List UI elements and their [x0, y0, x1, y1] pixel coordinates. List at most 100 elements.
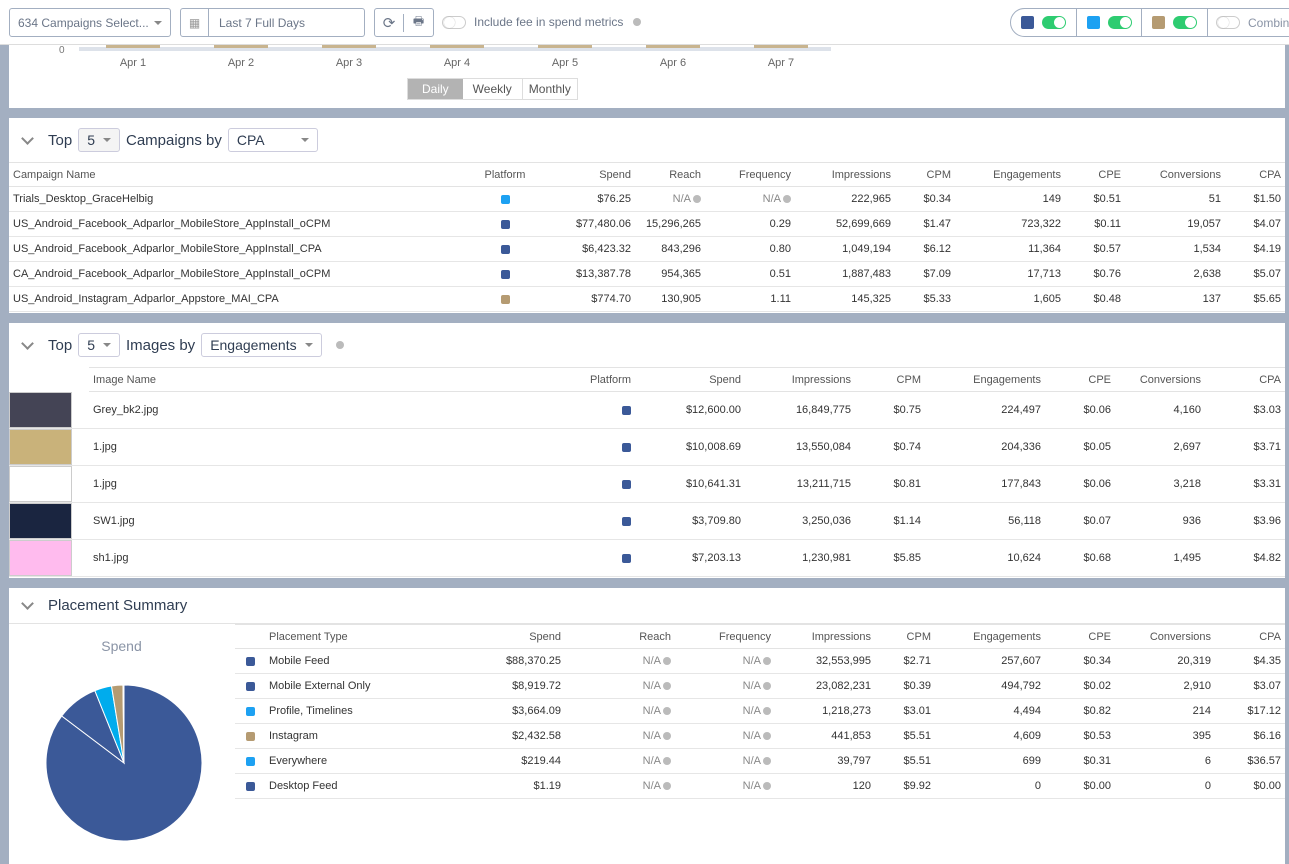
pie-title: Spend: [101, 638, 142, 654]
cell-value: 441,853: [831, 730, 871, 742]
cell-value: $13,387.78: [575, 268, 631, 280]
cell-value: sh1.jpg: [93, 552, 129, 564]
column-header[interactable]: Platform: [555, 367, 635, 392]
cell-value: Everywhere: [269, 755, 328, 767]
table-row[interactable]: CA_Android_Facebook_Adparlor_MobileStore…: [9, 261, 1285, 287]
cell-value: $0.34: [923, 193, 951, 205]
monthly-button[interactable]: Monthly: [528, 82, 571, 96]
instagram-toggle[interactable]: [1173, 16, 1197, 29]
instagram-icon: [500, 294, 510, 304]
table-row[interactable]: 1.jpg $10,008.69 13,550,084 $0.74 204,336 $0.…: [9, 428, 1285, 466]
column-header[interactable]: Campaign Name: [9, 162, 475, 187]
cell-value: Instagram: [269, 730, 318, 742]
cell-value: 120: [852, 780, 871, 792]
pie-slice[interactable]: [45, 684, 203, 842]
column-header[interactable]: CPM: [875, 624, 935, 649]
weekly-button[interactable]: Weekly: [463, 79, 523, 99]
facebook-toggle[interactable]: [1042, 16, 1066, 29]
cell-value: $0.07: [1083, 515, 1111, 527]
column-header[interactable]: CPA: [1225, 162, 1285, 187]
column-header[interactable]: Frequency: [675, 624, 775, 649]
column-header[interactable]: Impressions: [795, 162, 895, 187]
table-row[interactable]: Instagram $2,432.58 N/A N/A 441,853 $5.51 4,60…: [235, 723, 1285, 749]
cell-value: 13,550,084: [795, 441, 851, 453]
date-range-picker[interactable]: ▦ Last 7 Full Days: [180, 8, 365, 37]
column-header[interactable]: CPE: [1045, 367, 1115, 392]
cell-value: 11,364: [1028, 243, 1061, 255]
column-header[interactable]: Spend: [635, 367, 745, 392]
column-header[interactable]: Platform: [475, 162, 535, 187]
cell-value: $3.71: [1253, 441, 1281, 453]
column-header[interactable]: CPE: [1045, 624, 1115, 649]
column-header[interactable]: Impressions: [745, 367, 855, 392]
table-row[interactable]: Grey_bk2.jpg $12,600.00 16,849,775 $0.75 224…: [9, 391, 1285, 429]
table-row[interactable]: Desktop Feed $1.19 N/A N/A 120 $9.92 0 $0.00 0 $0…: [235, 773, 1285, 799]
column-header[interactable]: CPM: [855, 367, 925, 392]
table-row[interactable]: US_Android_Facebook_Adparlor_MobileStore…: [9, 211, 1285, 237]
collapse-chevron-icon[interactable]: [21, 131, 34, 145]
period-switcher: Daily Weekly Monthly: [407, 78, 578, 100]
cell-value: $5.33: [923, 293, 951, 305]
cell-value: 395: [1192, 730, 1211, 742]
daily-button[interactable]: Daily: [408, 79, 463, 99]
table-row[interactable]: Trials_Desktop_GraceHelbig $76.25 N/A N/A 22…: [9, 186, 1285, 212]
cell-value: Profile, Timelines: [269, 705, 353, 717]
column-header[interactable]: CPM: [895, 162, 955, 187]
combine-toggle[interactable]: [1216, 16, 1240, 29]
column-header[interactable]: Engagements: [935, 624, 1045, 649]
column-header[interactable]: Impressions: [775, 624, 875, 649]
cell-value: $88,370.25: [505, 655, 561, 667]
cell-value: 204,336: [1001, 441, 1041, 453]
table-row[interactable]: sh1.jpg $7,203.13 1,230,981 $5.85 10,624 $0.6…: [9, 539, 1285, 577]
column-header[interactable]: Engagements: [955, 162, 1065, 187]
column-header[interactable]: Conversions: [1115, 624, 1215, 649]
cell-value: 3,218: [1173, 478, 1201, 490]
cell-value: $774.70: [591, 293, 631, 305]
column-header[interactable]: Engagements: [925, 367, 1045, 392]
cell-value: $7.09: [923, 268, 951, 280]
cell-value: 17,713: [1027, 268, 1061, 280]
column-header[interactable]: Conversions: [1115, 367, 1205, 392]
help-icon: [663, 757, 671, 766]
column-header[interactable]: CPA: [1205, 367, 1285, 392]
refresh-icon[interactable]: ⟳: [375, 13, 404, 32]
campaign-metric-select[interactable]: CPA: [227, 128, 318, 152]
collapse-chevron-icon[interactable]: [21, 597, 34, 610]
twitter-toggle[interactable]: [1107, 16, 1132, 29]
column-header[interactable]: CPE: [1065, 162, 1125, 187]
collapse-chevron-icon[interactable]: [21, 336, 34, 350]
column-header[interactable]: Conversions: [1125, 162, 1225, 187]
na-value: N/A: [642, 730, 661, 742]
column-header[interactable]: Frequency: [705, 162, 795, 187]
campaign-select[interactable]: 634 Campaigns Select...: [9, 8, 171, 37]
table-row[interactable]: 1.jpg $10,641.31 13,211,715 $0.81 177,843 $0.…: [9, 465, 1285, 503]
fee-toggle[interactable]: [442, 15, 466, 29]
print-icon[interactable]: 🖶: [412, 14, 425, 28]
image-count-select[interactable]: 5: [78, 333, 120, 357]
column-header[interactable]: Spend: [535, 162, 635, 187]
image-metric-select[interactable]: Engagements: [201, 333, 322, 357]
help-icon: [763, 782, 771, 791]
column-header[interactable]: Spend: [465, 624, 565, 649]
table-row[interactable]: Profile, Timelines $3,664.09 N/A N/A 1,218,2…: [235, 698, 1285, 724]
table-row[interactable]: Everywhere $219.44 N/A N/A 39,797 $5.51 699 $0.…: [235, 748, 1285, 774]
column-header[interactable]: CPA: [1215, 624, 1285, 649]
column-header[interactable]: Placement Type: [265, 624, 465, 649]
table-row[interactable]: US_Android_Instagram_Adparlor_Appstore_M…: [9, 286, 1285, 312]
column-header[interactable]: Reach: [565, 624, 675, 649]
table-row[interactable]: Mobile External Only $8,919.72 N/A N/A 23,08…: [235, 673, 1285, 699]
date-range-label: Last 7 Full Days: [219, 15, 306, 30]
cell-value: 39,797: [837, 755, 871, 767]
table-row[interactable]: SW1.jpg $3,709.80 3,250,036 $1.14 56,118 $0.0…: [9, 502, 1285, 540]
section-title: Placement Summary: [48, 597, 188, 614]
cell-value: 1,534: [1193, 243, 1221, 255]
cell-value: $3.31: [1253, 478, 1281, 490]
table-row[interactable]: Mobile Feed $88,370.25 N/A N/A 32,553,995 $2.…: [235, 648, 1285, 674]
cell-value: 20,319: [1177, 655, 1211, 667]
table-row[interactable]: US_Android_Facebook_Adparlor_MobileStore…: [9, 236, 1285, 262]
na-value: N/A: [642, 705, 661, 717]
column-header[interactable]: Image Name: [89, 367, 555, 392]
column-header[interactable]: Reach: [635, 162, 705, 187]
campaign-count-select[interactable]: 5: [78, 128, 120, 152]
help-icon: [633, 18, 642, 26]
